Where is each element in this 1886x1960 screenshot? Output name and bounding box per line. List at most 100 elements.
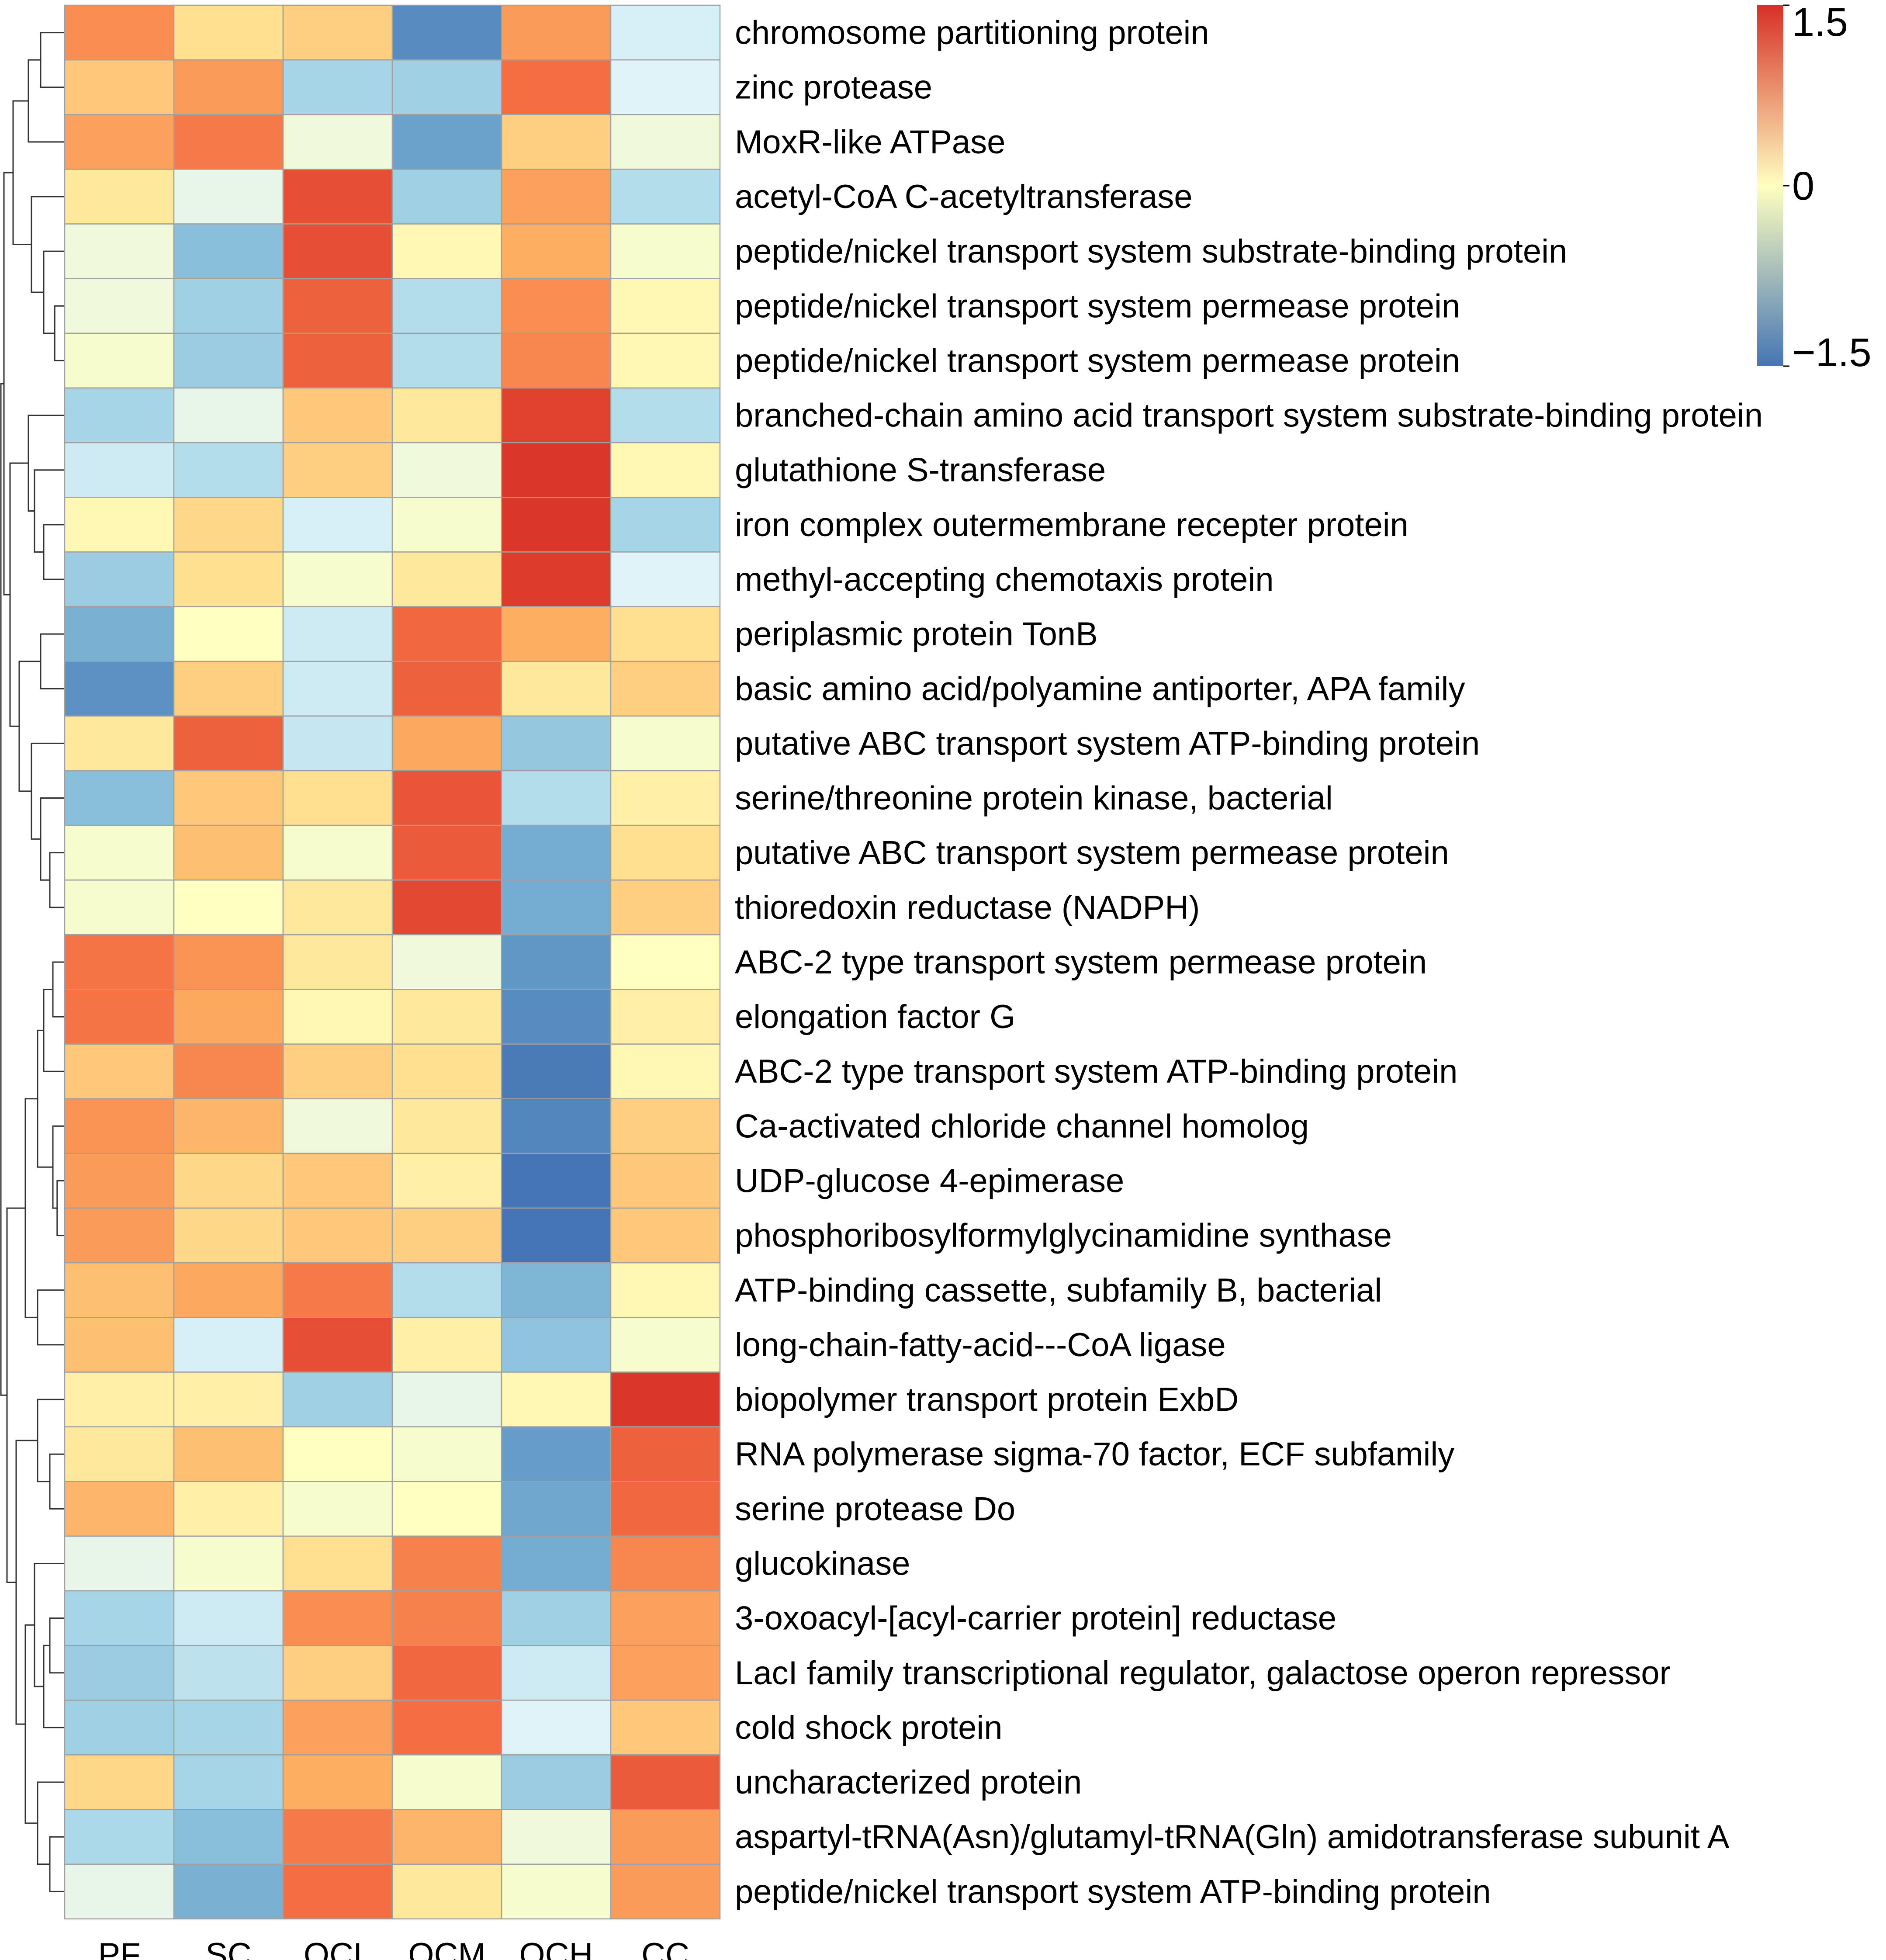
heatmap-cell xyxy=(501,934,612,990)
heatmap-cell xyxy=(282,1371,393,1427)
row-label: elongation factor G xyxy=(735,998,1015,1035)
heatmap-cell xyxy=(173,1535,284,1592)
row-label: RNA polymerase sigma-70 factor, ECF subf… xyxy=(735,1436,1454,1473)
heatmap-cell xyxy=(282,1754,393,1810)
heatmap-cell xyxy=(173,4,284,61)
heatmap-cell xyxy=(282,1863,393,1920)
row-label: acetyl-CoA C-acetyltransferase xyxy=(735,178,1193,215)
heatmap-cell xyxy=(282,715,393,772)
heatmap-cell xyxy=(173,1153,284,1209)
heatmap-cell xyxy=(610,715,721,772)
heatmap-cell xyxy=(610,989,721,1045)
heatmap-cell xyxy=(173,715,284,772)
heatmap-cell xyxy=(610,1754,721,1810)
row-label: phosphoribosylformylglycinamidine syntha… xyxy=(735,1217,1392,1254)
heatmap-cell xyxy=(64,1043,175,1100)
dendrogram-branch xyxy=(24,1098,38,1318)
heatmap-cell xyxy=(64,606,175,662)
heatmap-cell xyxy=(64,59,175,115)
dendrogram-branch xyxy=(49,1836,65,1892)
heatmap-cell xyxy=(282,1535,393,1592)
heatmap-cell xyxy=(501,1535,612,1592)
heatmap-cell xyxy=(391,934,502,990)
heatmap-cell xyxy=(282,1700,393,1756)
heatmap-cell xyxy=(501,1262,612,1318)
heatmap-cell xyxy=(391,1426,502,1482)
heatmap-cell xyxy=(501,661,612,717)
heatmap-cell xyxy=(610,442,721,498)
heatmap-cell xyxy=(282,169,393,225)
heatmap-cell xyxy=(610,1043,721,1100)
heatmap-cell xyxy=(501,551,612,607)
heatmap-cell xyxy=(610,551,721,607)
heatmap-cell xyxy=(282,989,393,1045)
heatmap-cell xyxy=(610,1262,721,1318)
heatmap-cell xyxy=(64,934,175,990)
row-label: UDP-glucose 4-epimerase xyxy=(735,1163,1124,1200)
row-label: uncharacterized protein xyxy=(735,1764,1082,1801)
heatmap-cell xyxy=(64,1809,175,1865)
heatmap-cell xyxy=(64,879,175,935)
heatmap-cell xyxy=(391,1590,502,1646)
heatmap-cell xyxy=(282,223,393,279)
heatmap-cell xyxy=(64,1645,175,1701)
column-labels: PF SC OCL OCM OCH CC xyxy=(98,1936,689,1960)
heatmap-cell xyxy=(391,4,502,61)
heatmap-cell xyxy=(391,770,502,826)
heatmap-cell xyxy=(391,1153,502,1209)
heatmap-cell xyxy=(173,1426,284,1482)
row-label: LacI family transcriptional regulator, g… xyxy=(735,1655,1671,1692)
heatmap-cell xyxy=(391,1535,502,1592)
heatmap-cell xyxy=(64,1481,175,1537)
row-label: aspartyl-tRNA(Asn)/glutamyl-tRNA(Gln) am… xyxy=(735,1818,1730,1856)
heatmap-cell xyxy=(391,223,502,279)
heatmap-cell xyxy=(610,1371,721,1427)
heatmap-cell xyxy=(610,114,721,170)
heatmap-cell xyxy=(173,1098,284,1154)
row-labels: chromosome partitioning protein zinc prot… xyxy=(735,14,1763,1911)
heatmap-cell xyxy=(282,1262,393,1318)
heatmap-cell xyxy=(610,824,721,881)
heatmap-cell xyxy=(501,169,612,225)
legend-tick-label: −1.5 xyxy=(1792,330,1872,375)
heatmap-cell xyxy=(282,1098,393,1154)
heatmap-cell xyxy=(391,1371,502,1427)
heatmap-cell xyxy=(282,1043,393,1100)
column-label: OCM xyxy=(408,1936,485,1960)
heatmap-cell xyxy=(501,332,612,389)
heatmap-cell xyxy=(501,59,612,115)
column-label: PF xyxy=(98,1936,140,1960)
dendrogram-branch xyxy=(54,305,65,361)
heatmap-cell xyxy=(282,59,393,115)
heatmap-cell xyxy=(391,1317,502,1373)
dendrogram-branch xyxy=(28,59,65,143)
heatmap-cell xyxy=(501,770,612,826)
row-label: 3-oxoacyl-[acyl-carrier protein] reducta… xyxy=(735,1600,1336,1637)
row-label: cold shock protein xyxy=(735,1709,1003,1746)
heatmap-cell xyxy=(282,1317,393,1373)
heatmap-cell xyxy=(391,1645,502,1701)
heatmap-cell xyxy=(501,1809,612,1865)
heatmap-cell xyxy=(173,661,284,717)
dendrogram-branch xyxy=(18,661,41,792)
heatmap-cell xyxy=(610,1863,721,1920)
heatmap-cell xyxy=(173,1262,284,1318)
heatmap-cell xyxy=(391,1098,502,1154)
heatmap-cell xyxy=(64,1153,175,1209)
heatmap-cell xyxy=(501,879,612,935)
heatmap-cell xyxy=(391,332,502,389)
heatmap-cell xyxy=(173,879,284,935)
dendrogram-branch xyxy=(24,1624,38,1824)
heatmap-cell xyxy=(173,1754,284,1810)
heatmap-cell xyxy=(610,1098,721,1154)
heatmap-cell xyxy=(391,606,502,662)
heatmap-cell xyxy=(173,278,284,334)
heatmap-cell xyxy=(64,551,175,607)
row-label: long-chain-fatty-acid---CoA ligase xyxy=(735,1326,1226,1364)
heatmap-cell xyxy=(282,934,393,990)
heatmap-cell xyxy=(391,879,502,935)
dendrogram-branch xyxy=(37,1399,65,1482)
heatmap-cell xyxy=(610,1645,721,1701)
heatmap-cell xyxy=(282,606,393,662)
heatmap-cell xyxy=(173,114,284,170)
